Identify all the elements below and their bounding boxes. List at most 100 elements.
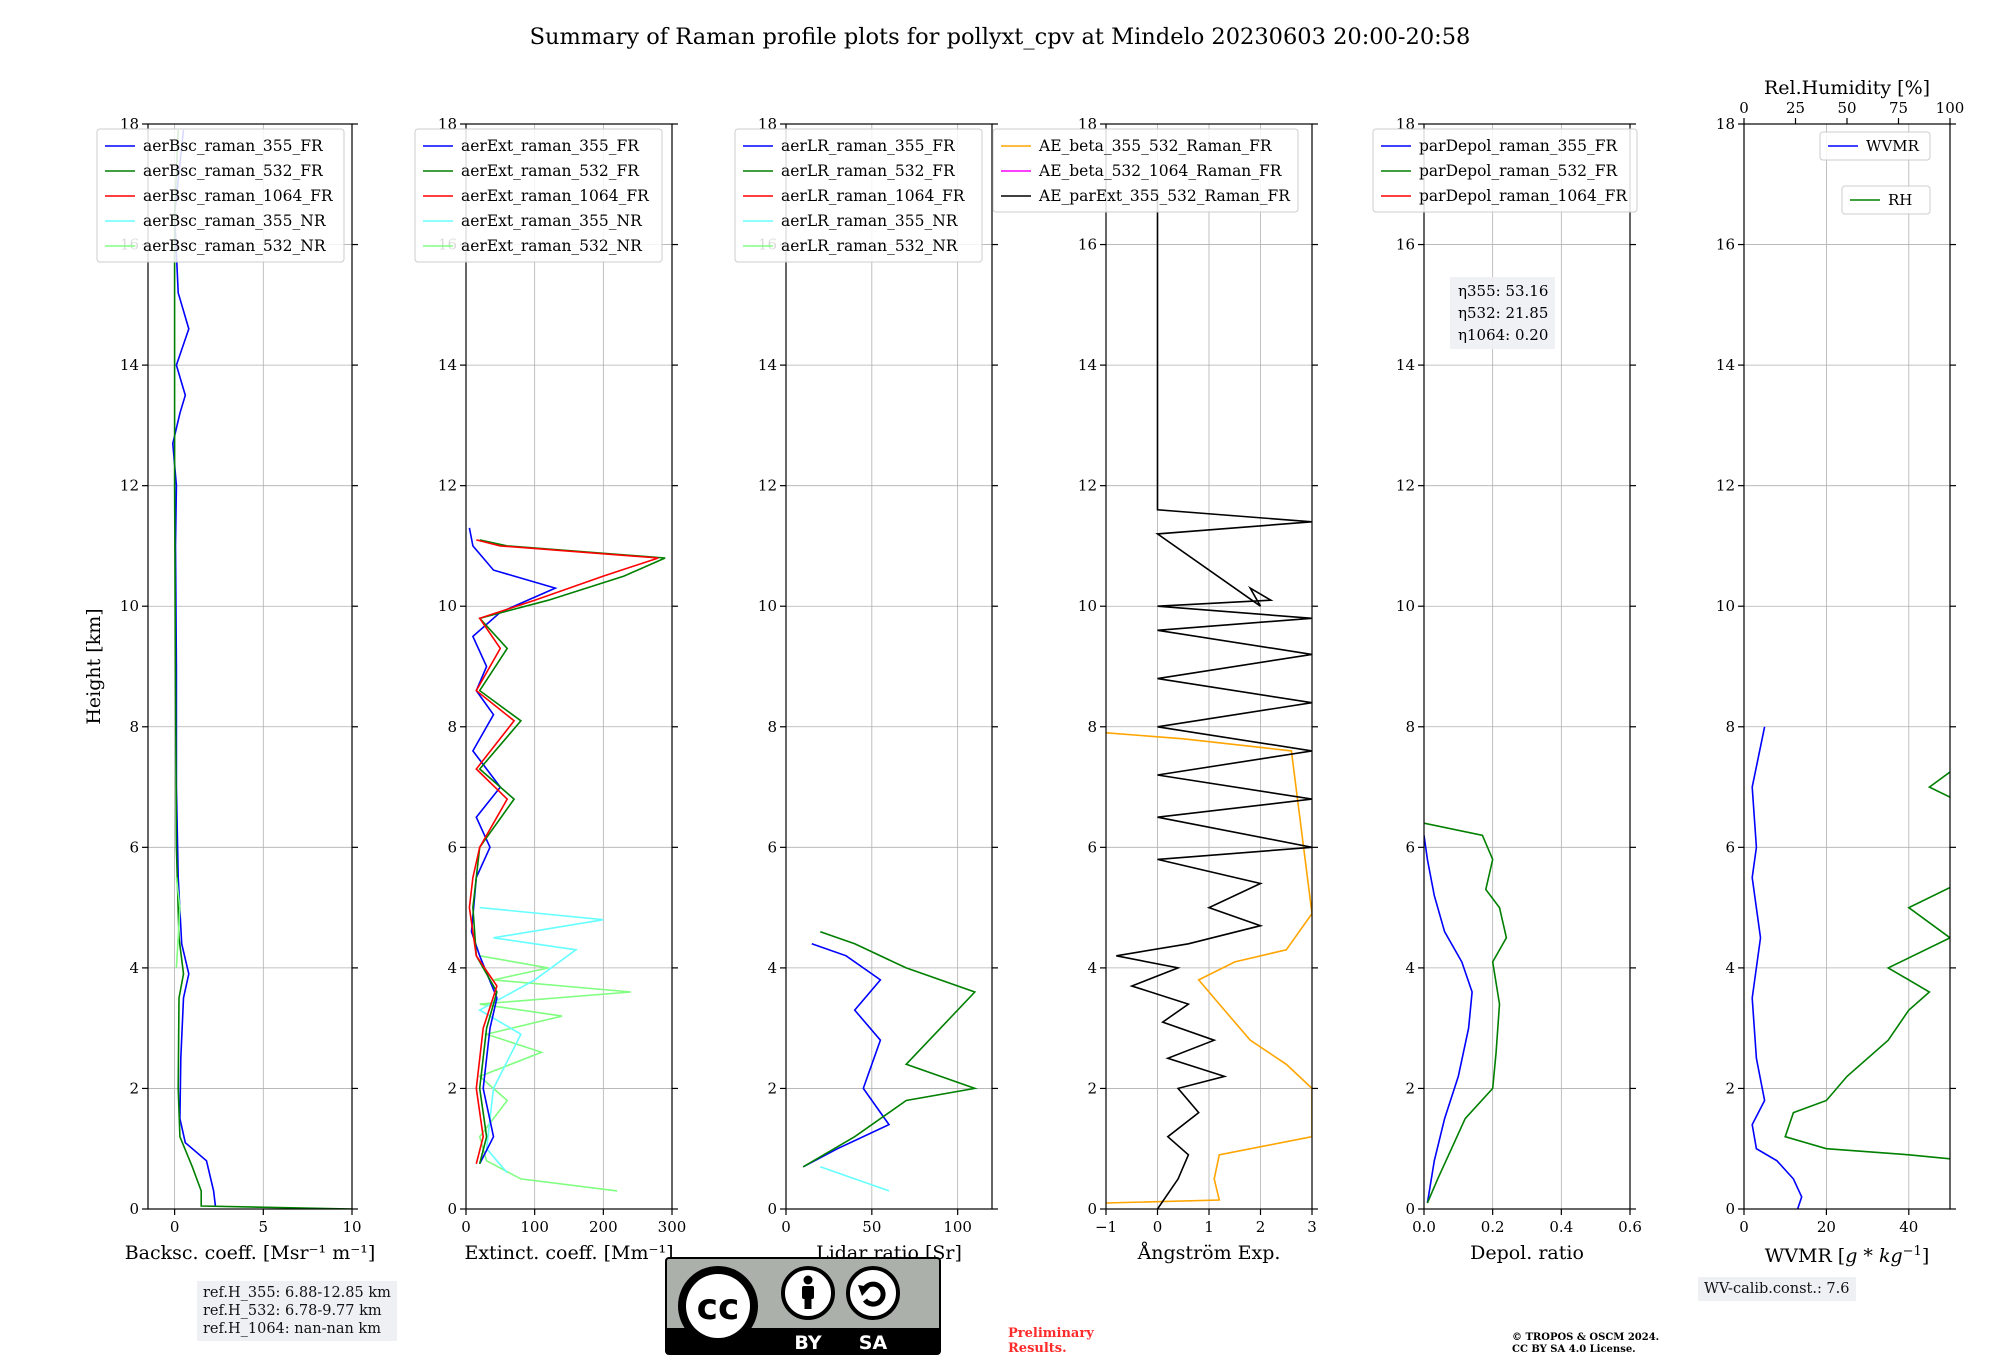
series-group <box>802 930 978 1192</box>
y-tick-label: 2 <box>129 1079 139 1097</box>
y-tick-label: 12 <box>1396 477 1415 495</box>
y-tick-label: 12 <box>120 477 139 495</box>
y-tick-label: 0 <box>129 1200 139 1218</box>
share-alike-icon <box>846 1266 900 1320</box>
ref-h-1064: ref.H_1064: nan-nan km <box>203 1321 381 1337</box>
legend-label: aerBsc_raman_355_NR <box>143 212 327 230</box>
y-tick-label: 10 <box>1078 597 1097 615</box>
axes-frame <box>785 123 993 1210</box>
y-tick-label: 4 <box>1405 959 1415 977</box>
legend-label: WVMR <box>1866 137 1920 155</box>
y-tick-label: 4 <box>129 959 139 977</box>
legend-box <box>1372 128 1638 213</box>
y-tick-label: 2 <box>767 1079 777 1097</box>
top-x-tick-label: 100 <box>1936 99 1965 117</box>
legend-box <box>1819 131 1931 161</box>
legend-label: aerLR_raman_355_NR <box>781 212 959 230</box>
series-line-AE_beta_355_532_Raman_FR <box>1106 732 1312 1204</box>
legend: parDepol_raman_355_FR parDepol_raman_532_… <box>1372 128 1638 213</box>
legend-label: aerBsc_raman_532_NR <box>143 237 327 255</box>
y-tick-label: 16 <box>1078 236 1097 254</box>
y-tick-label: 16 <box>1396 236 1415 254</box>
x-tick-label: 50 <box>862 1218 881 1236</box>
grid-lines <box>1743 123 1950 1210</box>
ref-h-532: ref.H_532: 6.78-9.77 km <box>203 1303 382 1319</box>
y-tick-label: 14 <box>438 356 457 374</box>
y-tick-label: 14 <box>120 356 139 374</box>
x-tick-label: 0.0 <box>1412 1218 1436 1236</box>
axes-frame <box>1743 123 1951 1210</box>
y-tick-label: 8 <box>767 718 777 736</box>
legend-label: aerExt_raman_532_NR <box>461 237 643 255</box>
x-axis-label-part: g <box>1845 1245 1857 1267</box>
copyright-note: © TROPOS & OSCM 2024. CC BY SA 4.0 Licen… <box>1512 1332 1659 1356</box>
reference-height-box: ref.H_355: 6.88-12.85 km ref.H_532: 6.78… <box>197 1281 397 1341</box>
y-tick-label: 14 <box>1396 356 1415 374</box>
series-line-aerExt_raman_1064_FR <box>468 539 659 1164</box>
grid-lines <box>465 123 673 1210</box>
y-tick-label: 8 <box>129 718 139 736</box>
sa-label: SA <box>859 1332 888 1354</box>
series-line-aerLR_raman_532_FR <box>802 930 978 1168</box>
y-tick-label: 2 <box>1405 1079 1415 1097</box>
y-tick-label: 10 <box>438 597 457 615</box>
figure-title: Summary of Raman profile plots for polly… <box>530 24 1471 50</box>
legend-label: parDepol_raman_532_FR <box>1419 162 1619 180</box>
x-tick-label: 100 <box>520 1218 549 1236</box>
y-tick-label: 4 <box>767 959 777 977</box>
y-tick-label: 16 <box>1716 236 1735 254</box>
y-tick-label: 6 <box>1405 838 1415 856</box>
y-tick-label: 12 <box>1716 477 1735 495</box>
legend-box <box>734 128 983 263</box>
x-tick-label: 0 <box>461 1218 471 1236</box>
x-tick-label: 10 <box>342 1218 361 1236</box>
eta-annotation-line: η355: 53.16 <box>1458 282 1548 300</box>
preliminary-note: Preliminary Results. <box>1008 1326 1094 1356</box>
legend-label: aerExt_raman_355_FR <box>461 137 640 155</box>
series-line-aerLR_raman_355_FR <box>802 943 891 1168</box>
legend-label: aerExt_raman_1064_FR <box>461 187 650 205</box>
y-tick-label: 18 <box>1716 115 1735 133</box>
top-x-tick-label: 25 <box>1786 99 1805 117</box>
x-tick-label: 1 <box>1204 1218 1214 1236</box>
preliminary-line-1: Preliminary <box>1008 1326 1094 1341</box>
axes-frame <box>147 123 353 1210</box>
y-tick-label: 0 <box>1405 1200 1415 1218</box>
y-tick-label: 6 <box>1725 838 1735 856</box>
x-tick-label: 0.2 <box>1481 1218 1505 1236</box>
y-tick-label: 2 <box>1087 1079 1097 1097</box>
y-tick-label: 14 <box>1078 356 1097 374</box>
x-tick-label: 100 <box>943 1218 972 1236</box>
y-tick-label: 12 <box>438 477 457 495</box>
y-tick-label: 6 <box>1087 838 1097 856</box>
series-line-aerExt_raman_355_NR <box>478 906 604 1174</box>
legend-box <box>1841 185 1931 215</box>
attribution-icon <box>781 1266 835 1320</box>
legend-box <box>992 128 1299 213</box>
series-line-aerExt_raman_532_FR <box>472 539 666 1164</box>
x-tick-label: 0 <box>1153 1218 1163 1236</box>
y-tick-label: 14 <box>1716 356 1735 374</box>
y-tick-label: 8 <box>1087 718 1097 736</box>
series-group <box>468 527 666 1192</box>
legend: aerBsc_raman_355_FR aerBsc_raman_532_FRae… <box>96 128 345 263</box>
x-tick-label: 20 <box>1817 1218 1836 1236</box>
panel-1: 0246810121416180510Backsc. coeff. [Msr⁻¹… <box>83 115 375 1264</box>
legend-label: aerBsc_raman_532_FR <box>143 162 324 180</box>
eta-annotation-box <box>1450 277 1555 349</box>
x-axis-label-part: ] <box>1922 1245 1929 1267</box>
series-line-WVMR <box>1751 726 1803 1209</box>
x-axis-label: Extinct. coeff. [Mm⁻¹] <box>464 1242 673 1264</box>
legend-label: AE_parExt_355_532_Raman_FR <box>1038 187 1291 205</box>
series-group <box>1106 190 1312 1209</box>
copyright-line-2: CC BY SA 4.0 License. <box>1512 1344 1636 1355</box>
x-tick-label: 0.6 <box>1618 1218 1642 1236</box>
x-axis-label: Depol. ratio <box>1470 1242 1584 1264</box>
y-axis-label: Height [km] <box>83 608 105 724</box>
x-tick-label: 300 <box>658 1218 687 1236</box>
top-x-tick-label: 75 <box>1889 99 1908 117</box>
top-x-tick-label: 50 <box>1837 99 1856 117</box>
legend-label: aerLR_raman_1064_FR <box>781 187 966 205</box>
